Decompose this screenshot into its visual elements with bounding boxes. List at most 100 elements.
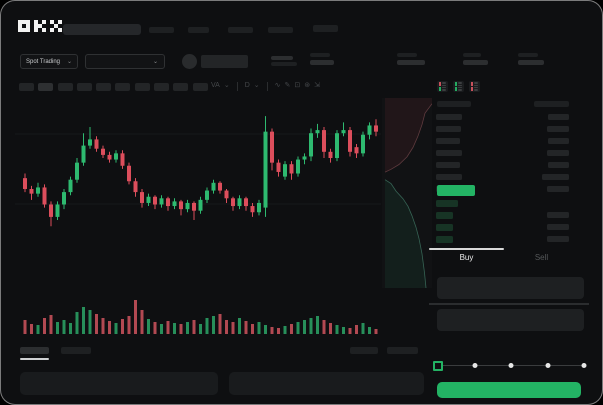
candle-body xyxy=(88,139,92,146)
volume-bar xyxy=(101,318,105,334)
chevron-down-icon[interactable]: ⌄ xyxy=(253,82,260,89)
candle-body xyxy=(296,159,300,174)
wave-tool-icon[interactable]: ∿ xyxy=(274,82,281,89)
volume-bar xyxy=(43,318,46,334)
orderbook-ask-row[interactable] xyxy=(431,159,589,171)
volume-bar xyxy=(290,324,293,334)
candle-body xyxy=(276,162,281,172)
volume-bar xyxy=(186,322,189,334)
chart-style-selector[interactable]: VA xyxy=(211,82,220,89)
nav-item[interactable] xyxy=(228,27,253,33)
candle-body xyxy=(315,130,320,134)
interval-selector[interactable]: D xyxy=(244,82,250,89)
volume-bar xyxy=(257,322,261,334)
pair-name-placeholder xyxy=(201,55,248,68)
candle-body xyxy=(36,187,40,194)
slider-stop-0[interactable] xyxy=(433,361,443,371)
volume-bar xyxy=(82,307,85,334)
candle-body xyxy=(172,201,177,207)
orderbook-view-asks-only-icon[interactable] xyxy=(469,81,480,92)
volume-bar xyxy=(192,320,196,334)
pencil-icon[interactable]: ✎ xyxy=(284,82,291,89)
slider-stop-25[interactable] xyxy=(472,363,477,368)
slider-stop-75[interactable] xyxy=(545,363,550,368)
candle-body xyxy=(367,125,372,135)
orderbook-ask-row[interactable] xyxy=(431,111,589,123)
orderbook-bid-row[interactable] xyxy=(431,209,589,221)
orderbook-ask-row[interactable] xyxy=(431,171,589,183)
candle-body xyxy=(283,164,287,177)
depth-chart[interactable] xyxy=(382,98,432,288)
orderbook-bid-row[interactable] xyxy=(431,197,589,209)
orderbook-bid-row[interactable] xyxy=(431,221,589,233)
volume-bar xyxy=(127,316,131,334)
timeframe-button-active[interactable] xyxy=(38,83,54,91)
orderbook-ask-row[interactable] xyxy=(431,147,589,159)
depth-bids-area xyxy=(385,179,426,288)
candle-body xyxy=(101,148,105,155)
bottom-action[interactable] xyxy=(387,347,418,354)
tab-sell[interactable]: Sell xyxy=(534,253,549,262)
timeframe-button[interactable] xyxy=(57,83,73,91)
stat-label xyxy=(397,53,417,57)
form-divider xyxy=(429,303,589,305)
orderbook-last-price[interactable] xyxy=(437,185,475,196)
nav-item[interactable] xyxy=(149,27,174,33)
timeframe-button[interactable] xyxy=(154,83,170,91)
candle-body xyxy=(185,202,190,210)
timeframe-button[interactable] xyxy=(76,83,92,91)
market-type-dropdown[interactable]: Spot Trading ⌄ xyxy=(20,54,78,69)
bottom-panel xyxy=(229,372,424,395)
search-input[interactable] xyxy=(63,24,141,35)
candle-body xyxy=(354,147,359,154)
nav-item[interactable] xyxy=(268,27,293,33)
stat-value xyxy=(397,60,425,65)
fullscreen-icon[interactable]: ⇲ xyxy=(314,82,321,89)
timeframe-button[interactable] xyxy=(19,83,34,91)
amount-field[interactable] xyxy=(437,309,584,331)
buy-submit-button[interactable] xyxy=(437,382,581,398)
tab-buy[interactable]: Buy xyxy=(459,253,474,262)
orderbook-ask-row[interactable] xyxy=(431,123,589,135)
settings-icon[interactable]: ⊛ xyxy=(304,82,311,89)
volume-bar xyxy=(69,323,72,334)
volume-bar xyxy=(244,321,248,334)
pair-dropdown[interactable]: ⌄ xyxy=(85,54,165,69)
orderbook-view-combined-icon[interactable] xyxy=(437,81,448,92)
candlestick-chart[interactable] xyxy=(15,97,381,339)
timeframe-button[interactable] xyxy=(173,83,189,91)
candle-body xyxy=(224,190,229,199)
stat-label xyxy=(518,53,538,57)
volume-bar xyxy=(225,320,228,334)
nav-item[interactable] xyxy=(188,27,209,33)
slider-stop-50[interactable] xyxy=(508,363,514,368)
bottom-action[interactable] xyxy=(350,347,378,354)
timeframe-button[interactable] xyxy=(134,83,150,91)
orderbook-ask-row[interactable] xyxy=(431,135,589,147)
nav-item[interactable] xyxy=(313,25,338,32)
ticker-mini-stat xyxy=(271,56,293,60)
depth-asks-area xyxy=(385,98,432,173)
timeframe-button[interactable] xyxy=(96,83,112,91)
timeframe-button[interactable] xyxy=(115,83,131,91)
bottom-tab[interactable] xyxy=(61,347,91,354)
volume-bar xyxy=(36,325,40,334)
candle-body xyxy=(133,181,138,193)
slider-stop-100[interactable] xyxy=(581,363,587,368)
candle-body xyxy=(42,187,47,205)
orderbook-view-bids-only-icon[interactable] xyxy=(453,81,464,92)
orderbook-bid-row[interactable] xyxy=(431,233,589,245)
chevron-down-icon[interactable]: ⌄ xyxy=(223,82,230,89)
candle-body xyxy=(166,198,170,207)
candle-body xyxy=(289,164,294,174)
price-field[interactable] xyxy=(437,277,584,299)
bottom-tab-active[interactable] xyxy=(20,347,49,354)
amount-percent-slider[interactable] xyxy=(431,361,589,373)
depth-bids-line xyxy=(384,179,427,288)
volume-bar xyxy=(283,326,287,334)
divider xyxy=(236,81,238,91)
orderbook-price-header xyxy=(437,101,471,107)
volume-bar xyxy=(329,323,332,334)
camera-icon[interactable]: ⊡ xyxy=(294,82,301,89)
timeframe-button[interactable] xyxy=(192,83,208,91)
